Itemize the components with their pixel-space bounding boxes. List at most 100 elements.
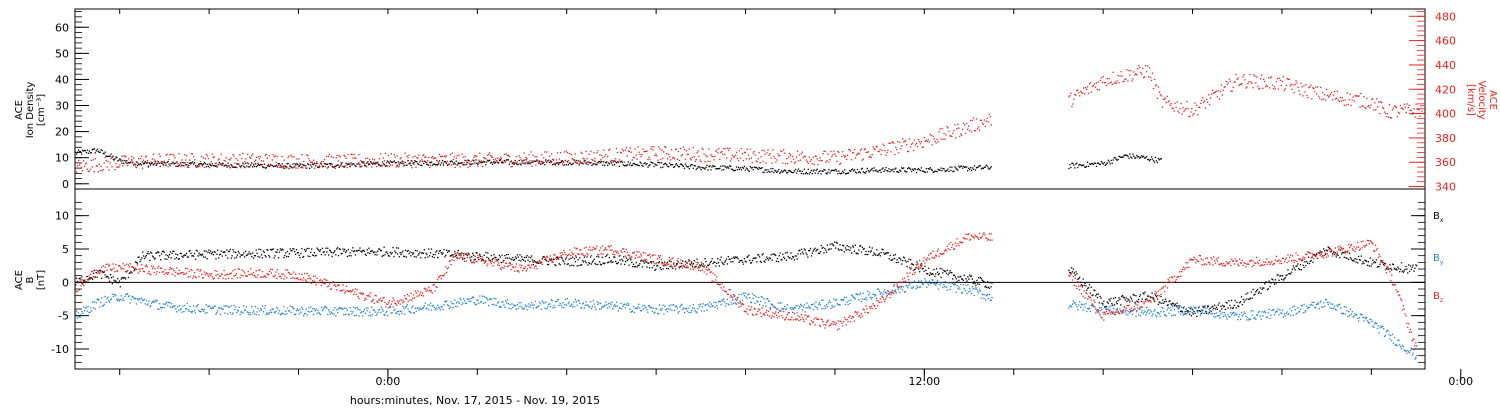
data-point [169,306,172,308]
data-point [764,302,766,304]
data-point [284,164,286,167]
data-point [737,166,740,169]
data-point [360,312,362,314]
data-point [977,283,979,285]
data-point [159,259,162,261]
data-point [433,256,435,259]
data-point [131,159,133,161]
left-tick-label: 60 [55,21,69,34]
data-point [703,167,705,169]
data-point [819,251,822,253]
data-point [716,262,718,265]
data-point [1262,87,1264,90]
data-point [465,160,467,162]
data-point [665,308,668,310]
data-point [690,262,693,264]
data-point [357,163,359,165]
data-point [1283,278,1286,280]
data-point [748,170,750,173]
data-point [1285,84,1287,87]
data-point [172,161,174,163]
data-point [141,257,143,259]
data-point [628,303,630,305]
data-point [467,166,469,169]
data-point [714,165,716,168]
data-point [459,166,461,168]
data-point [126,160,128,162]
data-point [267,313,269,315]
data-point [589,301,592,303]
data-point [457,161,459,164]
data-point [1244,299,1246,301]
data-point [597,303,599,305]
data-point [696,151,698,154]
data-point [690,164,692,166]
data-point [1122,296,1125,298]
data-point [458,154,460,156]
data-point [695,311,697,313]
data-point [1123,155,1125,157]
data-point [1146,298,1148,300]
data-point [656,155,658,157]
data-point [744,151,747,154]
data-point [522,258,524,261]
data-point [1143,293,1145,295]
data-point [1387,116,1390,118]
data-point [366,166,368,168]
data-point [335,157,337,159]
data-point [643,304,645,307]
data-point [958,279,960,282]
data-point [428,248,430,250]
data-point [258,158,261,160]
data-point [1407,106,1409,109]
data-point [1239,83,1241,86]
data-point [117,166,119,168]
data-point [1348,258,1350,261]
data-point [535,164,537,166]
data-point [479,295,481,297]
data-point [261,164,264,166]
data-point [640,309,642,312]
data-point [847,172,849,174]
data-point [614,304,616,306]
data-point [1178,307,1180,309]
data-point [459,252,461,255]
data-point [674,148,677,151]
data-point [134,261,137,263]
data-point [454,163,456,165]
data-point [1136,300,1138,302]
data-point [220,164,222,166]
data-point [585,262,587,264]
data-point [292,167,294,169]
data-point [1163,98,1165,100]
data-point [334,167,336,170]
data-point [401,252,403,254]
data-point [924,171,926,174]
data-point [256,252,258,254]
data-point [204,256,206,258]
data-point [482,259,484,261]
data-point [498,159,501,162]
data-point [593,163,595,165]
data-point [462,258,464,260]
data-point [745,261,747,263]
data-point [210,307,213,310]
data-point [240,166,242,169]
data-point [398,313,400,316]
data-point [902,286,905,288]
data-point [975,167,978,169]
data-point [743,151,746,154]
data-point [444,161,447,163]
data-point [360,166,362,168]
data-point [550,258,552,260]
data-point [461,153,463,155]
data-point [1119,75,1121,77]
data-point [535,160,537,162]
data-point [365,307,367,309]
data-point [326,307,328,309]
data-point [807,256,809,258]
data-point [130,161,132,163]
data-point [1408,264,1410,266]
data-point [960,133,962,135]
data-point [294,165,296,167]
